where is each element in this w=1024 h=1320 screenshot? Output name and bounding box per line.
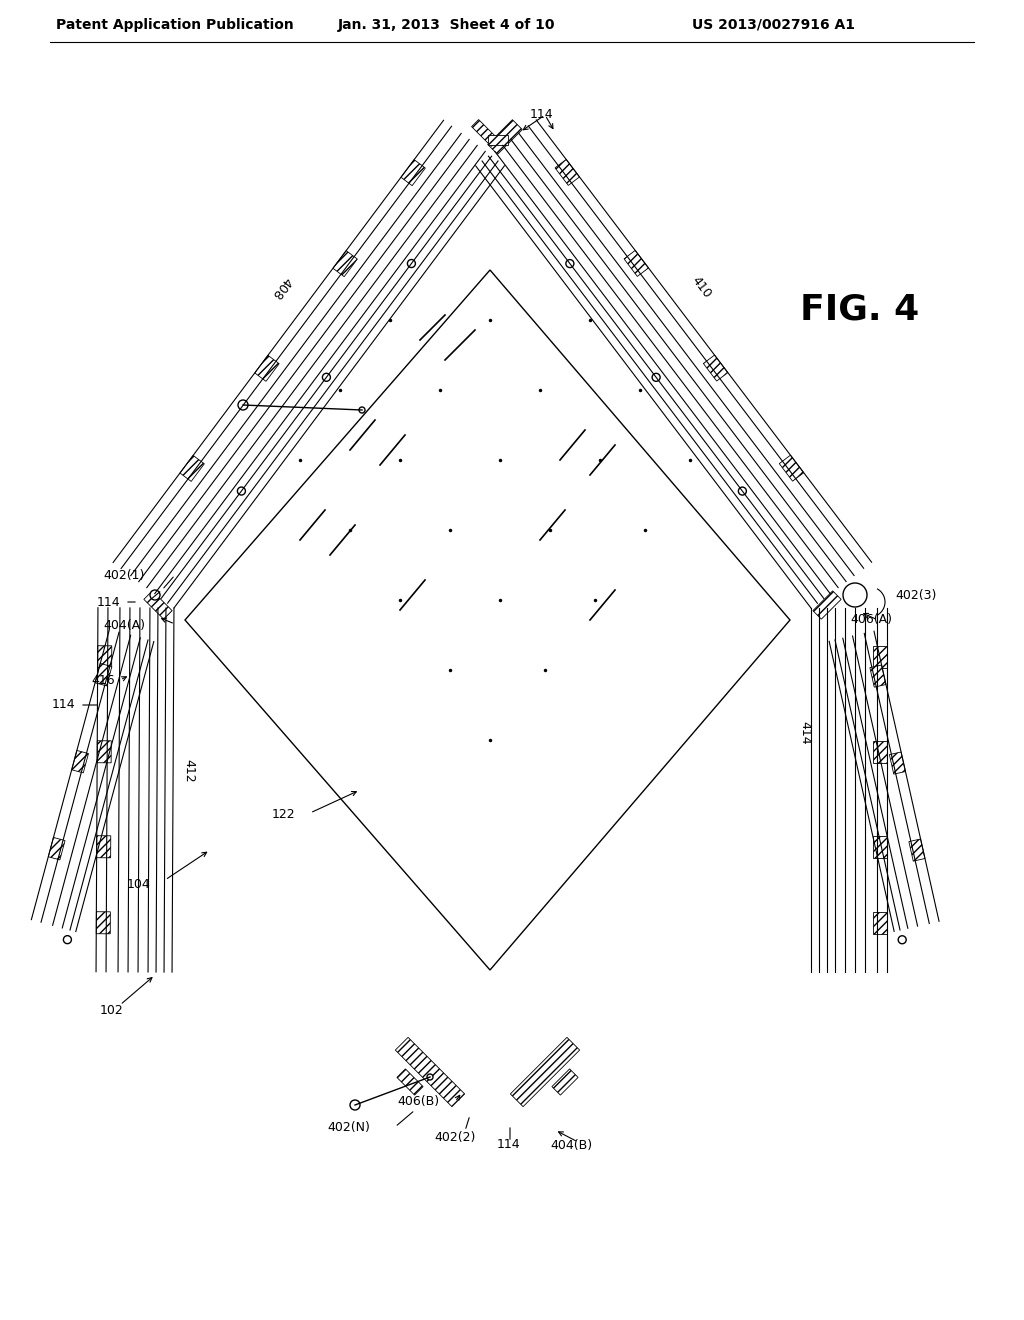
Polygon shape [95,664,112,686]
Polygon shape [96,912,111,933]
Polygon shape [401,160,425,186]
Circle shape [652,374,660,381]
Circle shape [898,936,906,944]
Polygon shape [813,591,841,619]
Polygon shape [48,837,66,859]
Polygon shape [869,665,886,688]
Polygon shape [395,1038,465,1106]
Polygon shape [143,591,172,619]
Circle shape [566,260,573,268]
Text: 412: 412 [182,759,196,783]
Polygon shape [97,741,112,763]
Polygon shape [873,741,887,763]
Circle shape [408,260,416,268]
Circle shape [843,583,867,607]
Polygon shape [555,160,580,185]
Text: 402(1): 402(1) [103,569,145,582]
Polygon shape [72,751,88,774]
Circle shape [238,400,248,411]
Polygon shape [180,455,205,482]
Text: US 2013/0027916 A1: US 2013/0027916 A1 [691,18,854,32]
Text: 402(N): 402(N) [327,1122,370,1134]
Polygon shape [890,752,905,774]
Circle shape [427,1074,433,1080]
Circle shape [150,590,160,601]
Text: Patent Application Publication: Patent Application Publication [56,18,294,32]
Polygon shape [873,645,887,668]
Circle shape [63,936,72,944]
Text: 114: 114 [497,1138,520,1151]
Polygon shape [487,120,522,154]
Text: 114: 114 [51,698,75,711]
Circle shape [350,1100,360,1110]
Polygon shape [397,1069,423,1096]
Text: 104: 104 [126,879,150,891]
Text: 114: 114 [530,108,554,121]
Text: Jan. 31, 2013  Sheet 4 of 10: Jan. 31, 2013 Sheet 4 of 10 [338,18,556,32]
Circle shape [359,407,365,413]
Polygon shape [873,836,887,858]
Polygon shape [909,840,925,861]
Text: 404(A): 404(A) [103,619,145,631]
Text: 402(2): 402(2) [434,1130,476,1143]
Polygon shape [510,1038,580,1106]
Text: 416: 416 [91,673,115,686]
Circle shape [323,374,331,381]
Text: 102: 102 [100,1003,124,1016]
Text: 410: 410 [689,275,714,301]
Text: 408: 408 [268,275,293,301]
Circle shape [738,487,746,495]
Text: 122: 122 [271,808,295,821]
Polygon shape [255,355,280,381]
Text: 402(3): 402(3) [895,589,936,602]
Polygon shape [472,120,499,147]
Text: 406(A): 406(A) [850,614,892,627]
Polygon shape [488,135,508,145]
Polygon shape [624,251,648,276]
Polygon shape [97,645,112,668]
Polygon shape [333,251,357,277]
Polygon shape [703,355,728,381]
Text: 414: 414 [799,721,811,744]
Polygon shape [779,455,804,482]
Text: 114: 114 [96,595,120,609]
Text: 406(B): 406(B) [398,1096,440,1109]
Polygon shape [873,912,887,935]
Polygon shape [96,836,111,858]
Circle shape [238,487,246,495]
Text: FIG. 4: FIG. 4 [800,293,920,327]
Polygon shape [552,1069,579,1096]
Text: 404(B): 404(B) [550,1138,592,1151]
